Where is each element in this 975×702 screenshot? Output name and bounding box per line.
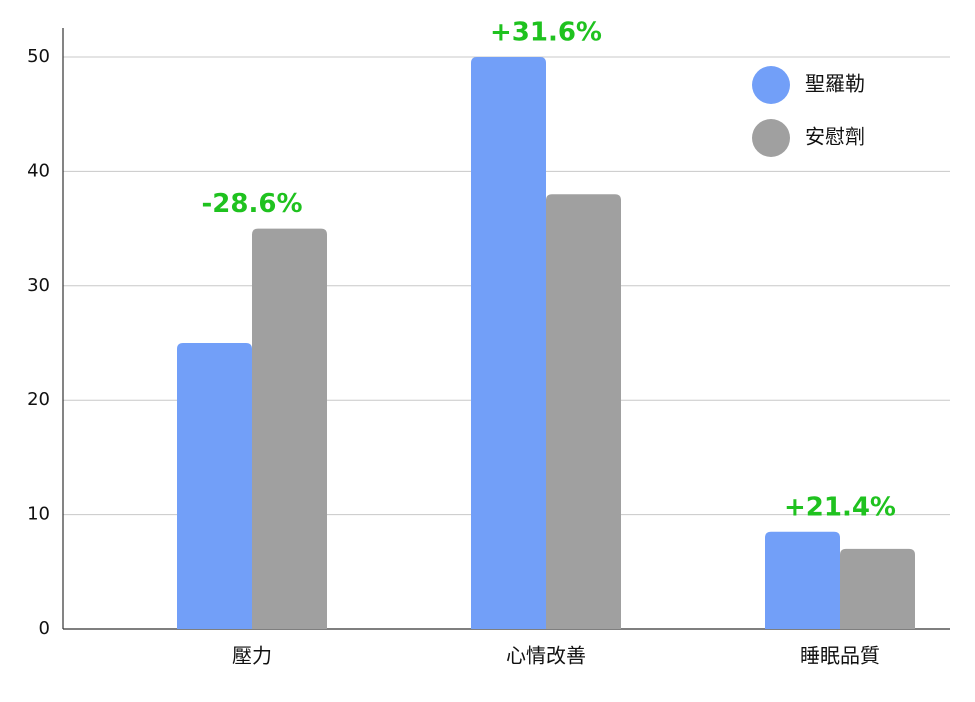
- x-tick-label: 睡眠品質: [800, 644, 880, 668]
- y-tick-label: 20: [27, 389, 50, 410]
- annotation: -28.6%: [202, 189, 303, 219]
- bar: [177, 343, 252, 629]
- annotation: +31.6%: [490, 18, 602, 48]
- y-tick-label: 10: [27, 504, 50, 525]
- annotation: +21.4%: [784, 492, 896, 522]
- y-tick-label: 0: [39, 618, 50, 639]
- y-tick-label: 50: [27, 46, 50, 67]
- legend-label: 安慰劑: [805, 125, 865, 149]
- x-tick-label: 壓力: [232, 644, 272, 668]
- y-tick-label: 40: [27, 160, 50, 181]
- bar: [546, 194, 621, 629]
- legend-swatch: [752, 119, 790, 157]
- legend-swatch: [752, 66, 790, 104]
- y-tick-label: 30: [27, 275, 50, 296]
- legend-label: 聖羅勒: [805, 72, 865, 96]
- bar: [840, 548, 915, 629]
- bar: [471, 57, 546, 629]
- x-tick-label: 心情改善: [506, 644, 586, 668]
- bar: [765, 531, 840, 629]
- bar: [252, 228, 327, 629]
